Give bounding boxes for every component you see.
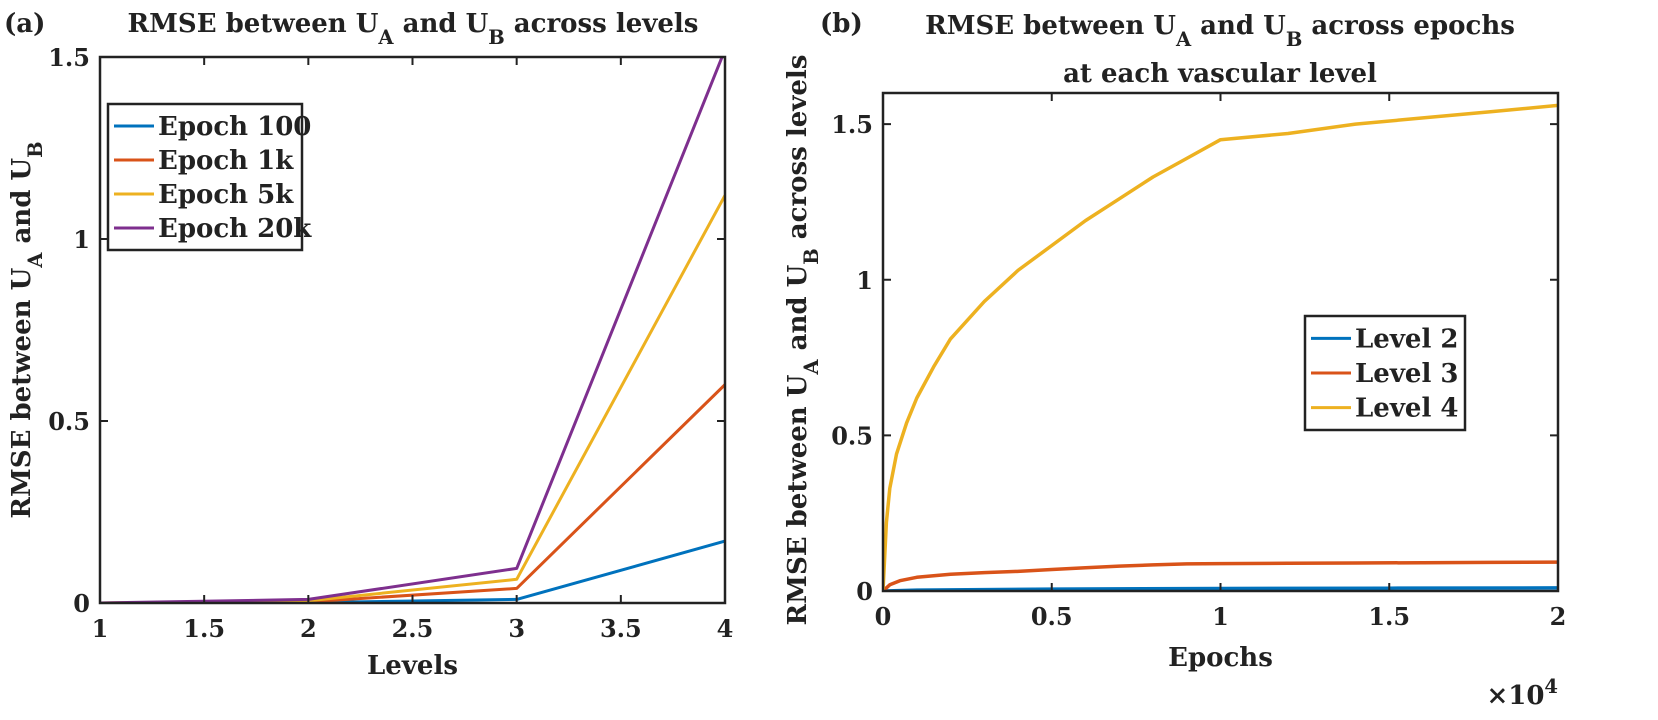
- chart-title-part: across epochs: [1302, 11, 1515, 41]
- x-tick-label: 4: [717, 614, 734, 643]
- legend-label-1: Level 2: [1355, 324, 1459, 354]
- y-tick-label: 1: [856, 266, 873, 295]
- chart-title: RMSE between UA and UB across levels: [128, 9, 699, 49]
- chart-title-subscript: B: [488, 26, 504, 49]
- y-tick-label: 0.5: [831, 421, 873, 450]
- chart-title-part: across levels: [505, 9, 699, 39]
- x-tick-label: 2: [300, 614, 317, 643]
- x-axis-multiplier: ×104: [1486, 675, 1558, 712]
- y-axis-label-subscript: A: [800, 359, 823, 376]
- legend-label-3: Level 4: [1355, 394, 1459, 424]
- panel-label: (a): [4, 9, 45, 39]
- legend-label-2: Epoch 1k: [158, 146, 294, 176]
- chart-title-part: and U: [1191, 11, 1286, 41]
- x-axis-label: Epochs: [1168, 643, 1273, 673]
- x-tick-label: 2.5: [392, 614, 434, 643]
- y-axis-label-part: across levels: [783, 55, 813, 249]
- y-axis-label-part: RMSE between U: [7, 267, 37, 518]
- y-tick-label: 1.5: [831, 110, 873, 139]
- x-tick-label: 1.5: [183, 614, 225, 643]
- x-tick-label: 3: [508, 614, 525, 643]
- x-tick-label: 1.5: [1368, 602, 1410, 631]
- x-tick-label: 0.5: [1031, 602, 1073, 631]
- chart-title-subscript: A: [1175, 28, 1192, 51]
- y-axis-label-subscript: B: [24, 141, 47, 157]
- chart-title-part: and U: [394, 9, 489, 39]
- y-axis-label-part: and U: [7, 158, 37, 253]
- y-axis-label: RMSE between UA and UB: [7, 141, 47, 518]
- x-tick-label: 0: [875, 602, 892, 631]
- chart-title-part: RMSE between U: [925, 11, 1176, 41]
- chart-a: (a) RMSE between UA and UB across levels1…: [4, 9, 733, 681]
- y-tick-label: 1: [73, 225, 90, 254]
- x-tick-label: 1: [1212, 602, 1229, 631]
- y-axis-label-part: and U: [783, 264, 813, 359]
- y-tick-label: 1.5: [48, 43, 90, 72]
- chart-title-part: RMSE between U: [128, 9, 379, 39]
- x-tick-label: 1: [92, 614, 109, 643]
- x-axis-multiplier-exponent: 4: [1544, 675, 1558, 698]
- y-axis-label: RMSE between UA and UB across levels: [783, 55, 823, 626]
- y-axis-label-subscript: B: [800, 248, 823, 264]
- series-line-2: [883, 560, 1558, 591]
- x-tick-label: 3.5: [600, 614, 642, 643]
- y-tick-label: 0: [73, 589, 90, 618]
- y-tick-label: 0.5: [48, 407, 90, 436]
- chart-title-subscript: A: [377, 26, 394, 49]
- y-axis-label-part: RMSE between U: [783, 374, 813, 625]
- series-line-2: [100, 383, 725, 603]
- x-tick-label: 2: [1550, 602, 1567, 631]
- legend-label-4: Epoch 20k: [158, 214, 312, 244]
- panel-label: (b): [820, 9, 863, 39]
- legend-label-1: Epoch 100: [158, 112, 311, 142]
- x-axis-multiplier-base: ×10: [1486, 681, 1544, 711]
- legend-box: [106, 102, 304, 252]
- y-axis-label-subscript: A: [24, 252, 47, 269]
- x-axis-label: Levels: [367, 651, 458, 681]
- legend: Epoch 100 Epoch 1k Epoch 5k Epoch 20k: [106, 102, 312, 252]
- legend-label-2: Level 3: [1355, 359, 1459, 389]
- chart-title-subscript: B: [1286, 28, 1302, 51]
- legend: Level 2 Level 3 Level 4: [1303, 314, 1467, 432]
- chart-title-line2: at each vascular level: [1063, 59, 1377, 89]
- legend-label-3: Epoch 5k: [158, 180, 294, 210]
- y-tick-label: 0: [856, 577, 873, 606]
- series-line-3: [883, 103, 1558, 591]
- chart-title: RMSE between UA and UB across epochs: [925, 11, 1515, 51]
- chart-b: (b) RMSE between UA and UB across epochsa…: [783, 9, 1566, 711]
- series-line-3: [100, 194, 725, 603]
